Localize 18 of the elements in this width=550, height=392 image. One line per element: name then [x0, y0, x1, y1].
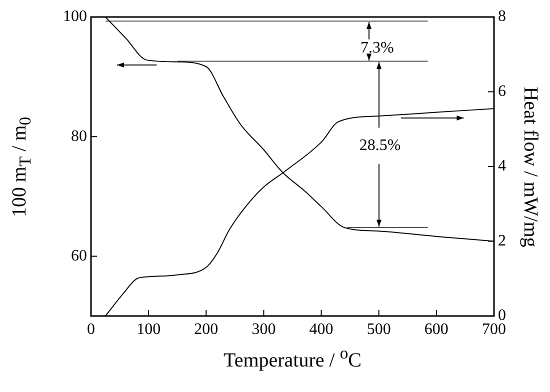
y2-tick-label: 2 [498, 232, 506, 250]
x-axis-title: Temperature / $^{o}$C [224, 344, 362, 372]
annotation: 28.5% [359, 136, 401, 154]
x-tick-label: 0 [87, 320, 95, 338]
annotation: 7.3% [360, 39, 394, 56]
x-tick-label: 300 [252, 320, 276, 338]
x-tick-label: 500 [366, 320, 391, 338]
y2-tick-label: 8 [498, 8, 506, 26]
y2-tick-label: 6 [498, 82, 506, 100]
x-tick-label: 600 [424, 320, 448, 338]
y-tick-label: 100 [63, 8, 87, 26]
y2-tick-label: 4 [498, 158, 506, 175]
y-tick-label: 60 [71, 247, 87, 264]
y2-axis-title: Heat flow / mW/mg [518, 86, 542, 247]
x-tick-label: 400 [309, 320, 334, 338]
x-tick-label: 200 [194, 320, 218, 338]
x-tick-label: 100 [136, 320, 161, 338]
y-tick-label: 80 [71, 128, 87, 145]
